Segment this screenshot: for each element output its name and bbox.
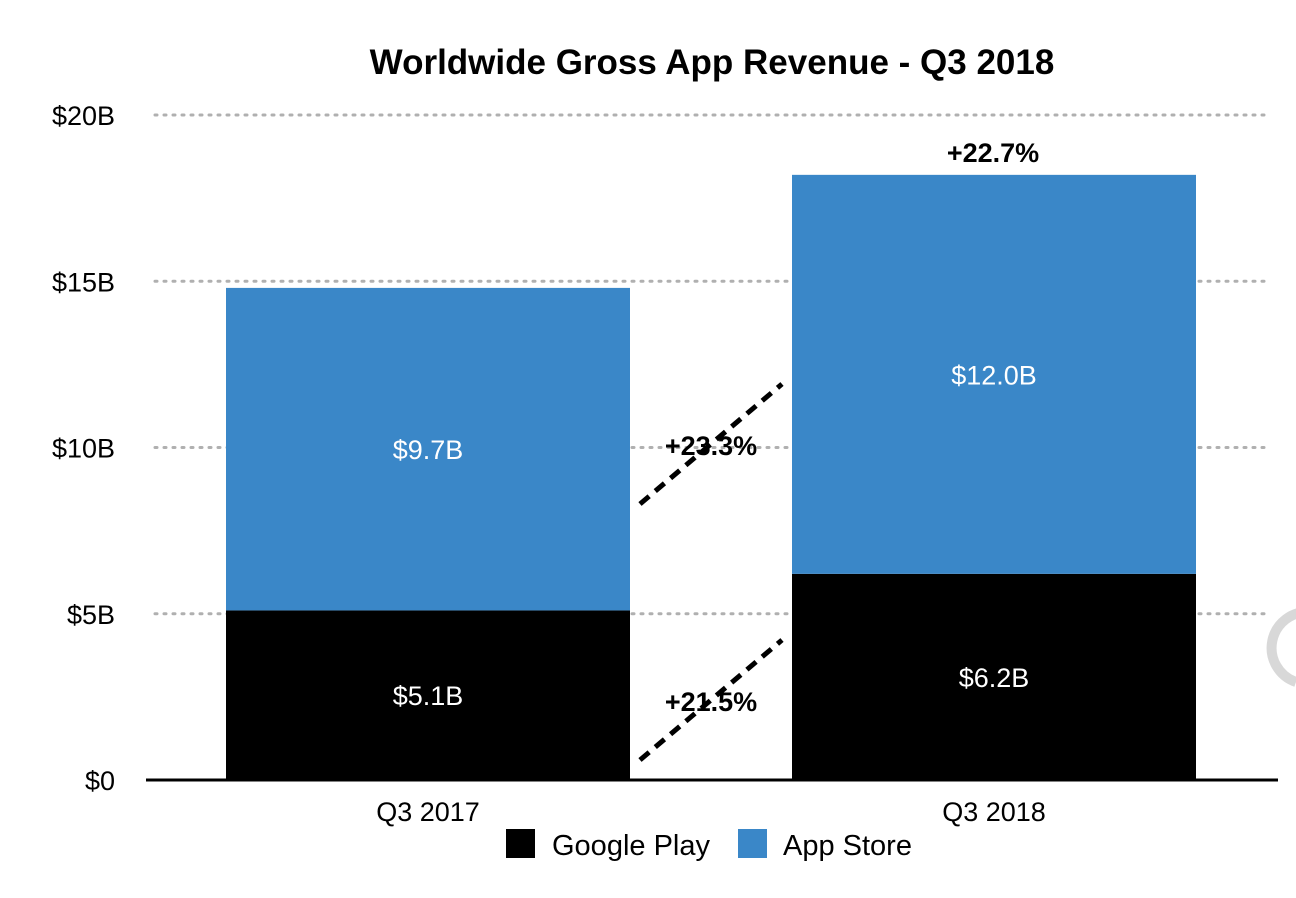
x-tick-label: Q3 2018 (942, 797, 1046, 827)
legend-swatch-app-store (738, 829, 767, 858)
y-tick-label: $20B (52, 101, 115, 131)
y-axis-ticks: $0 $5B $10B $15B $20B (52, 101, 115, 796)
legend-label-google-play: Google Play (552, 830, 710, 862)
app-store-growth-label: +23.3% (665, 431, 757, 461)
bar-segment-app-store-1 (792, 174, 1196, 574)
legend-label-app-store: App Store (783, 830, 912, 862)
bar-segment-google-play-1 (792, 573, 1196, 780)
legend-swatch-google-play (506, 829, 535, 858)
bar-segment-app-store-0 (226, 287, 630, 611)
y-tick-label: $0 (85, 766, 115, 796)
y-tick-label: $15B (52, 267, 115, 297)
chart-title: Worldwide Gross App Revenue - Q3 2018 (370, 43, 1055, 82)
data-label: $9.7B (393, 435, 464, 465)
data-label: $5.1B (393, 681, 464, 711)
google-play-growth-label: +21.5% (665, 687, 757, 717)
data-label: $12.0B (951, 360, 1037, 390)
data-label: $6.2B (959, 663, 1030, 693)
edge-circle-decoration (1266, 608, 1296, 687)
x-axis-ticks: Q3 2017 Q3 2018 (376, 797, 1046, 827)
total-growth-label: +22.7% (947, 138, 1039, 168)
legend: Google Play App Store (506, 829, 912, 862)
bar-segment-google-play-0 (226, 610, 630, 780)
bars: $5.1B $9.7B $6.2B $12.0B (226, 174, 1196, 780)
google-play-growth-connector (638, 638, 784, 762)
app-store-growth-connector (638, 382, 784, 506)
y-tick-label: $5B (67, 600, 115, 630)
x-tick-label: Q3 2017 (376, 797, 480, 827)
y-tick-label: $10B (52, 434, 115, 464)
